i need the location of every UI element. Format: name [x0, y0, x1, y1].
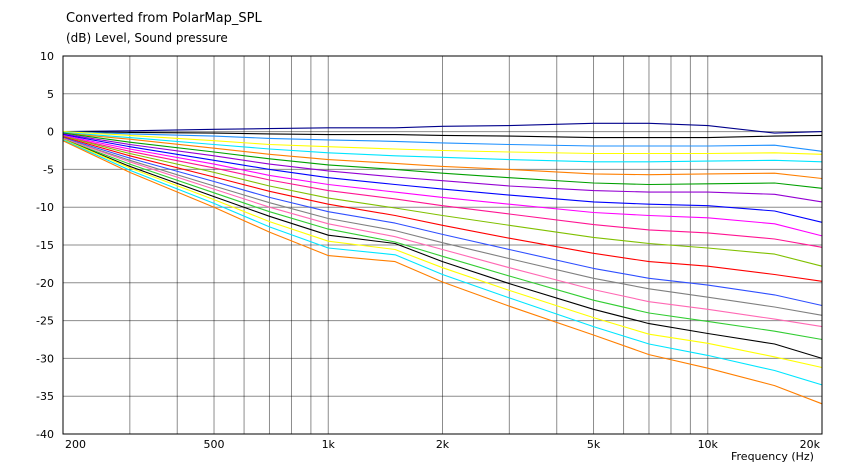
y-tick-label: 5: [47, 88, 54, 101]
series-line-9: [62, 134, 823, 223]
series-line-6: [62, 132, 823, 180]
plot-frame: [62, 55, 823, 435]
series-line-1: [62, 122, 823, 134]
y-tick-label: -10: [36, 201, 54, 214]
series-line-7: [62, 132, 823, 189]
grid-lines: [63, 56, 822, 434]
tick-labels: 10 5 0 -5 -10 -15 -20 -25 -30 -35 -40 200 500 1k 2k 5k 1…: [36, 50, 821, 451]
series-line-20: [62, 139, 823, 386]
x-tick-label: 200: [65, 438, 86, 451]
series-line-4: [62, 131, 823, 155]
series-line-12: [62, 135, 823, 267]
series-line-8: [62, 133, 823, 203]
y-tick-label: 0: [47, 126, 54, 139]
series-line-21: [62, 140, 823, 405]
series-line-13: [62, 136, 823, 282]
x-tick-label: 1k: [322, 438, 336, 451]
series-line-18: [62, 138, 823, 359]
y-tick-label: -25: [36, 315, 54, 328]
y-tick-label: -20: [36, 277, 54, 290]
y-tick-label: -30: [36, 352, 54, 365]
x-tick-label: 5k: [587, 438, 601, 451]
series-line-2: [62, 131, 823, 139]
chart-title: Converted from PolarMap_SPL: [66, 11, 262, 26]
x-tick-label: 500: [204, 438, 225, 451]
y-axis-label: (dB) Level, Sound pressure: [66, 31, 228, 45]
series-lines: [62, 122, 823, 405]
y-tick-label: 10: [40, 50, 54, 63]
series-line-10: [62, 134, 823, 237]
series-line-14: [62, 137, 823, 307]
series-line-5: [62, 131, 823, 163]
series-line-15: [62, 137, 823, 316]
x-tick-label: 2k: [436, 438, 450, 451]
y-tick-label: -35: [36, 390, 54, 403]
series-line-16: [62, 137, 823, 328]
series-line-17: [62, 138, 823, 341]
x-tick-label: 20k: [800, 438, 821, 451]
series-line-11: [62, 135, 823, 248]
x-tick-label: 10k: [698, 438, 719, 451]
y-tick-label: -5: [43, 163, 54, 176]
x-axis-label: Frequency (Hz): [731, 450, 814, 463]
series-line-19: [62, 138, 823, 369]
y-tick-label: -40: [36, 428, 54, 441]
y-tick-label: -15: [36, 239, 54, 252]
series-line-3: [62, 131, 823, 152]
